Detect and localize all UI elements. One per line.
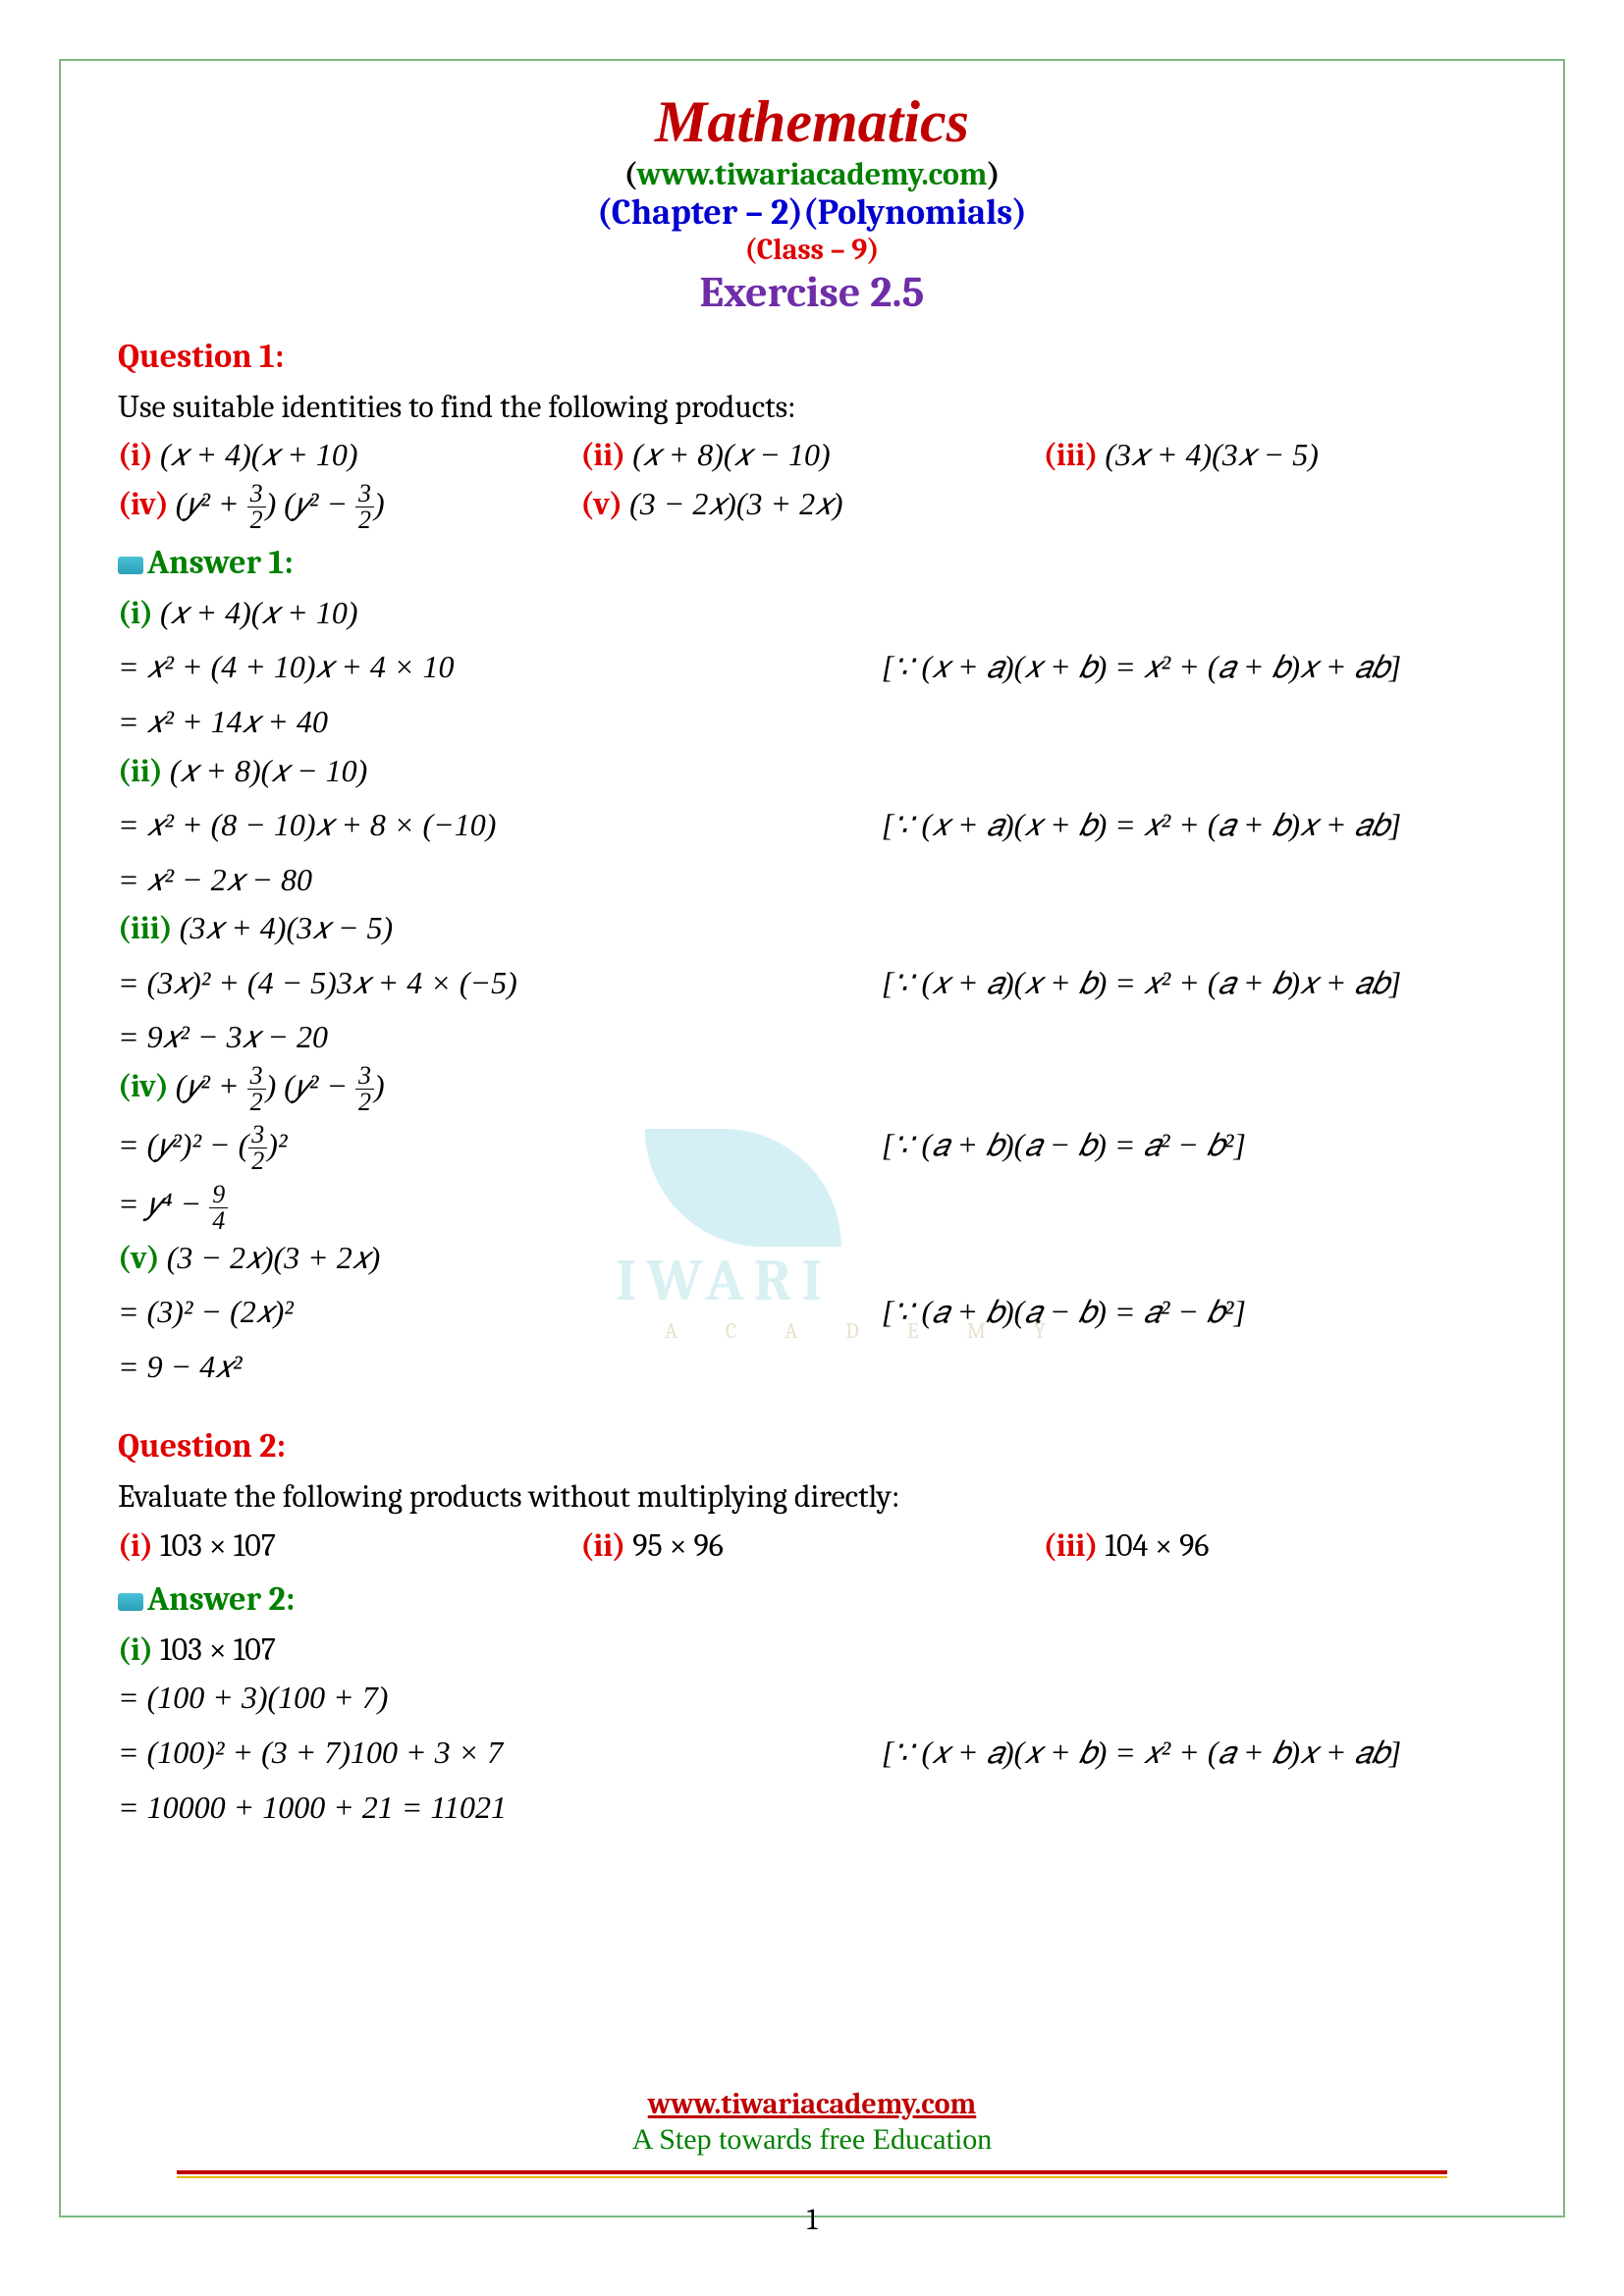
question-1: Question 1: Use suitable identities to f…: [118, 331, 1506, 1391]
question-1-parts-row2: (iv) (𝑦² + 32) (𝑦² − 32) (v) (3 − 2𝑥)(3 …: [118, 480, 1506, 533]
class-label: (Class – 9): [118, 233, 1506, 267]
footer-rule: [177, 2170, 1447, 2174]
question-1-parts-row1: (i) (𝑥 + 4)(𝑥 + 10) (ii) (𝑥 + 8)(𝑥 − 10)…: [118, 431, 1506, 480]
footer-tagline: A Step towards free Education: [0, 2123, 1624, 2157]
footer-rule: [177, 2176, 1447, 2178]
chapter-label: (Chapter – 2)(Polynomials): [118, 192, 1506, 233]
answer-1-head: Answer 1:: [118, 537, 1506, 589]
q1-part-iv: (𝑦² + 32) (𝑦² − 32): [176, 486, 385, 521]
answer-2-head: Answer 2:: [118, 1574, 1506, 1626]
content: Mathematics (www.tiwariacademy.com) (Cha…: [118, 88, 1506, 1832]
question-2-head: Question 2:: [118, 1420, 1506, 1472]
page-title: Mathematics: [118, 88, 1506, 156]
q2-part-ii: 95 × 96: [632, 1527, 724, 1564]
question-2-text: Evaluate the following products without …: [118, 1472, 1506, 1522]
q1-part-i: (𝑥 + 4)(𝑥 + 10): [160, 437, 357, 472]
header-url[interactable]: www.tiwariacademy.com: [637, 156, 988, 192]
footer-url[interactable]: www.tiwariacademy.com: [0, 2087, 1624, 2121]
answer-icon: [118, 1593, 143, 1611]
question-1-head: Question 1:: [118, 331, 1506, 383]
header-url-line: (www.tiwariacademy.com): [118, 156, 1506, 192]
header: Mathematics (www.tiwariacademy.com) (Cha…: [118, 88, 1506, 317]
question-2: Question 2: Evaluate the following produ…: [118, 1420, 1506, 1832]
question-2-parts-row: (i) 103 × 107 (ii) 95 × 96 (iii) 104 × 9…: [118, 1522, 1506, 1571]
footer: www.tiwariacademy.com A Step towards fre…: [0, 2087, 1624, 2178]
question-1-text: Use suitable identities to find the foll…: [118, 383, 1506, 432]
q1-part-iii: (3𝑥 + 4)(3𝑥 − 5): [1105, 437, 1318, 472]
q1-part-v: (3 − 2𝑥)(3 + 2𝑥): [629, 486, 842, 521]
q2-part-iii: 104 × 96: [1105, 1527, 1209, 1564]
exercise-label: Exercise 2.5: [118, 267, 1506, 317]
q2-part-i: 103 × 107: [160, 1527, 276, 1564]
answer-icon: [118, 557, 143, 574]
page-number: 1: [0, 2203, 1624, 2237]
q1-part-ii: (𝑥 + 8)(𝑥 − 10): [632, 437, 830, 472]
